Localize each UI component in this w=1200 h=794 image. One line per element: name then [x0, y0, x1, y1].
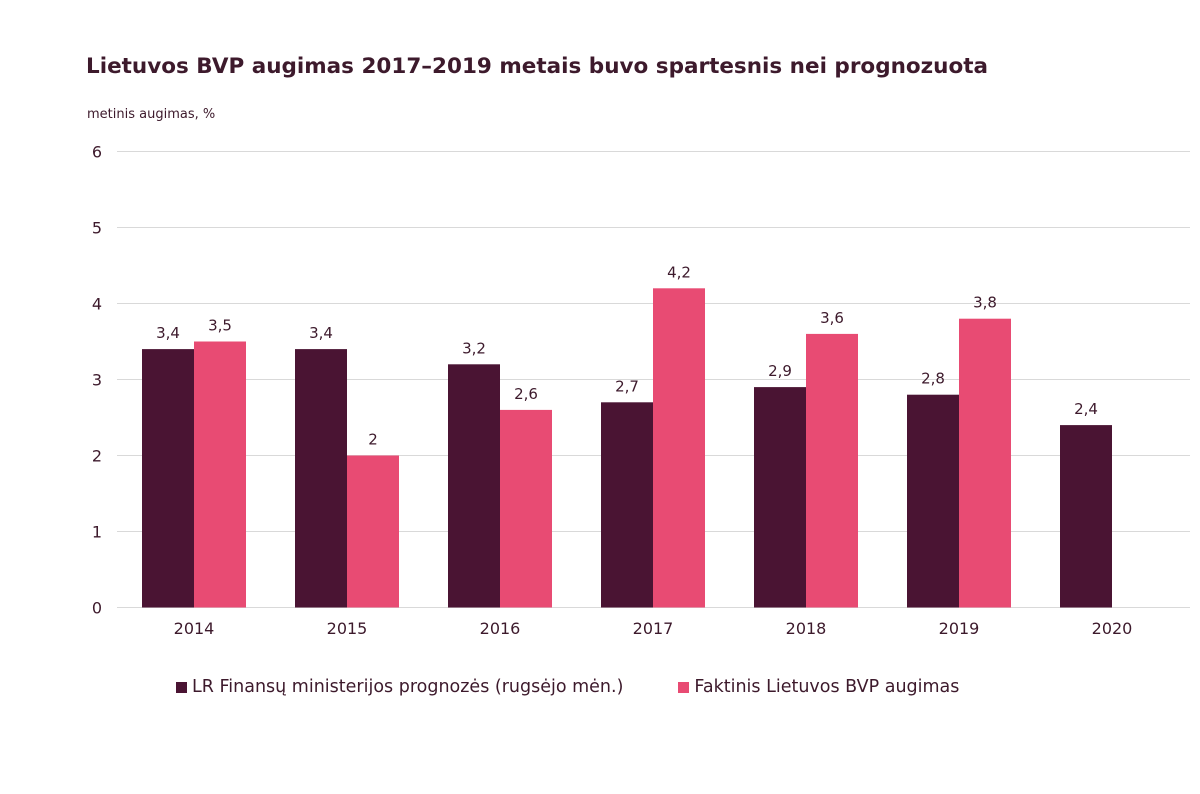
- data-label: 3,6: [820, 309, 844, 327]
- chart-title: Lietuvos BVP augimas 2017–2019 metais bu…: [86, 54, 989, 79]
- data-label: 2: [368, 431, 378, 449]
- bar-forecast: [907, 394, 959, 608]
- x-tick-label: 2017: [633, 619, 674, 638]
- data-label: 2,6: [514, 385, 538, 403]
- y-tick-label: 5: [92, 219, 102, 238]
- x-tick-label: 2015: [327, 619, 368, 638]
- bar-forecast: [295, 349, 347, 608]
- data-label: 3,8: [973, 294, 997, 312]
- bar-forecast: [754, 387, 806, 608]
- y-tick-label: 3: [92, 371, 102, 390]
- x-tick-label: 2016: [480, 619, 521, 638]
- legend-swatch-actual: [678, 681, 690, 693]
- bar-actual: [500, 409, 552, 608]
- data-label: 3,5: [208, 317, 232, 335]
- legend-swatch-forecast: [176, 681, 187, 693]
- x-tick-label: 2019: [939, 619, 980, 638]
- data-label: 2,7: [615, 377, 639, 395]
- bar-actual: [653, 288, 705, 608]
- data-label: 4,2: [667, 263, 691, 281]
- y-tick-label: 1: [92, 523, 102, 542]
- y-tick-label: 4: [92, 295, 102, 314]
- data-label: 3,4: [309, 324, 333, 342]
- y-axis-label: metinis augimas, %: [87, 107, 216, 122]
- data-label: 3,4: [156, 324, 180, 342]
- data-label: 2,9: [768, 362, 792, 380]
- y-tick-label: 0: [92, 599, 102, 618]
- data-label: 2,4: [1074, 400, 1098, 418]
- bar-forecast: [1060, 425, 1112, 608]
- data-label: 3,2: [462, 339, 486, 357]
- bar-forecast: [142, 349, 194, 608]
- data-labels: 3,4 3,5 3,4 2 3,2 2,6 2,7 4,2 2,9 3,6 2,8 3,8 2,4: [156, 263, 1098, 448]
- legend: LR Finansų ministerijos prognozės (rugsė…: [176, 677, 959, 697]
- y-axis-ticks: 0 1 2 3 4 5 6: [92, 143, 102, 618]
- bar-actual: [194, 341, 246, 608]
- bar-actual: [959, 318, 1011, 608]
- x-tick-label: 2018: [786, 619, 827, 638]
- y-tick-label: 2: [92, 447, 102, 466]
- data-label: 2,8: [921, 370, 945, 388]
- y-tick-label: 6: [92, 143, 102, 162]
- legend-label-actual: Faktinis Lietuvos BVP augimas: [694, 677, 960, 697]
- legend-item-actual: Faktinis Lietuvos BVP augimas: [678, 677, 959, 697]
- bar-forecast: [448, 364, 500, 608]
- x-tick-label: 2014: [174, 619, 215, 638]
- bars: [142, 288, 1112, 608]
- x-tick-label: 2020: [1092, 619, 1133, 638]
- bar-actual: [806, 333, 858, 608]
- bar-forecast: [601, 402, 653, 608]
- x-axis-ticks: 2014 2015 2016 2017 2018 2019 2020: [174, 619, 1133, 638]
- bar-actual: [347, 455, 399, 608]
- legend-item-forecast: LR Finansų ministerijos prognozės (rugsė…: [176, 677, 623, 697]
- legend-label-forecast: LR Finansų ministerijos prognozės (rugsė…: [192, 677, 624, 697]
